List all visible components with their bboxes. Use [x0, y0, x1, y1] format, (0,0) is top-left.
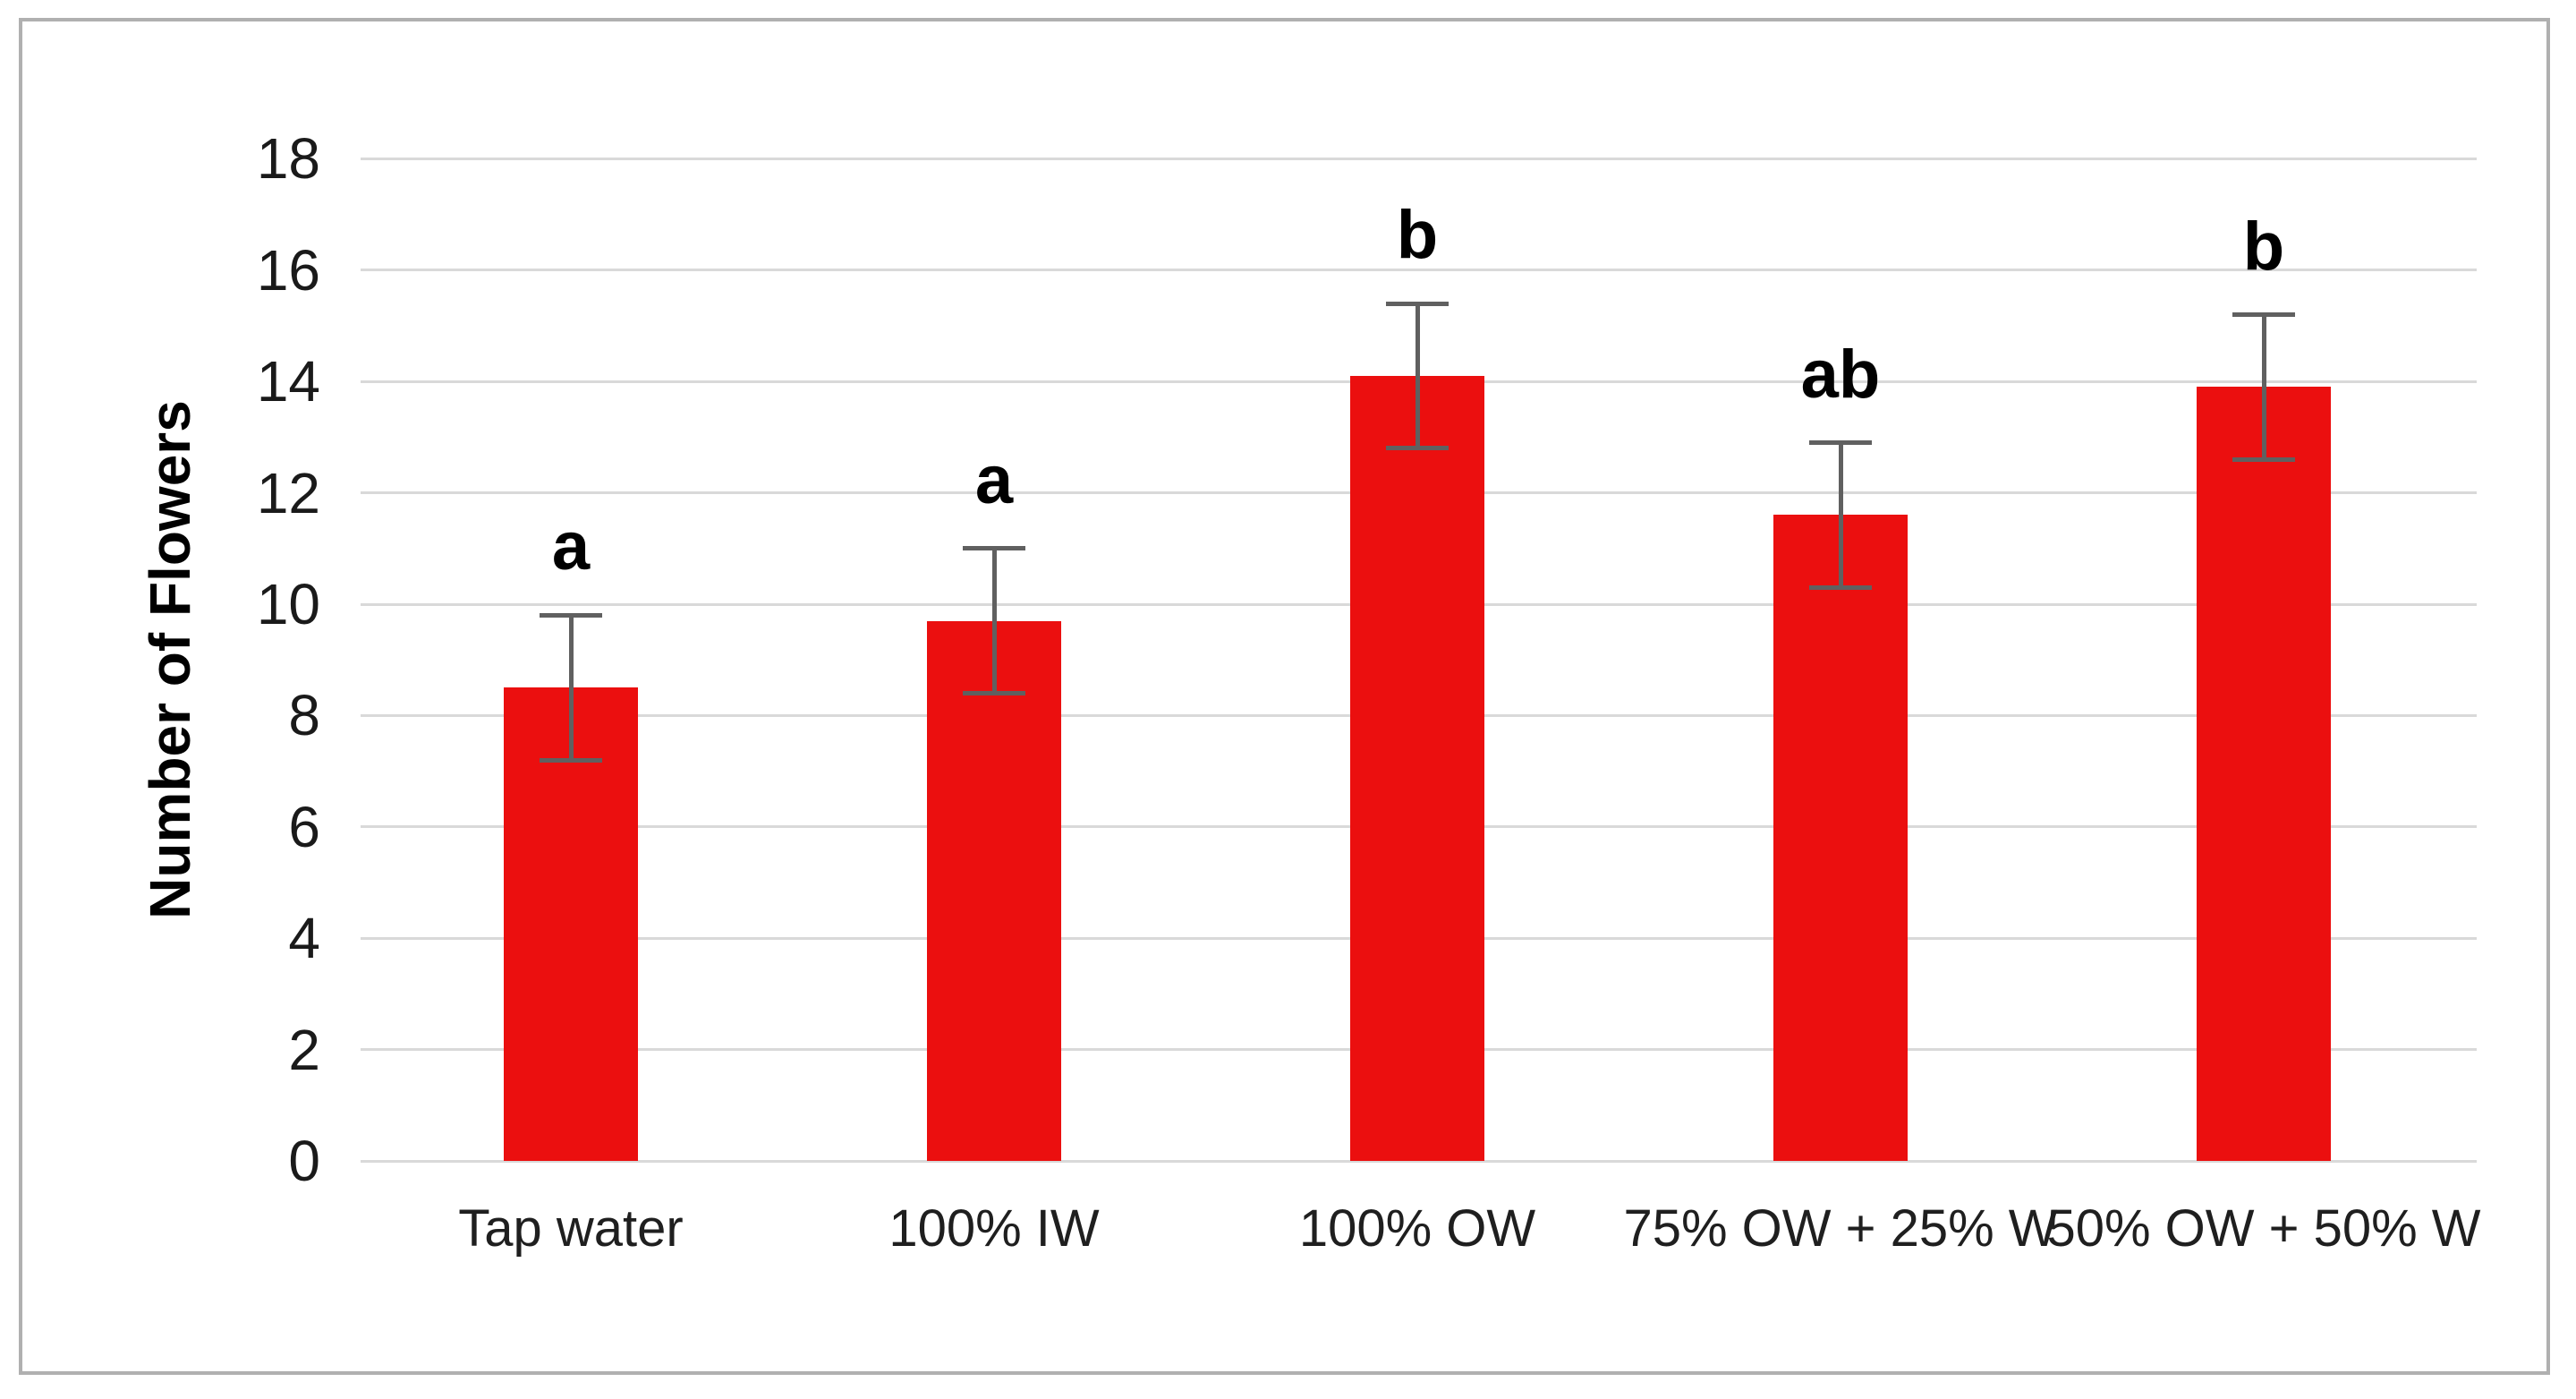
error-bar: [1838, 442, 1843, 588]
x-category-label: 75% OW + 25% W: [1623, 1199, 2058, 1258]
y-tick-label: 2: [288, 1017, 320, 1082]
bar: [1350, 375, 1484, 1161]
y-tick-label: 14: [256, 349, 320, 414]
error-bar-cap: [540, 757, 602, 763]
significance-letter: ab: [1800, 336, 1881, 413]
error-bar-cap: [2232, 312, 2295, 318]
error-bar-cap: [1809, 584, 1872, 590]
x-category-label: 50% OW + 50% W: [2046, 1199, 2481, 1258]
y-tick-label: 16: [256, 237, 320, 303]
gridline: [361, 269, 2477, 272]
error-bar-cap: [1809, 440, 1872, 446]
significance-letter: a: [551, 508, 591, 585]
bar: [504, 687, 638, 1161]
bar: [1773, 515, 1908, 1161]
y-tick-label: 0: [288, 1129, 320, 1193]
significance-letter: a: [974, 441, 1014, 518]
bar: [927, 620, 1061, 1161]
y-tick-label: 10: [256, 572, 320, 636]
y-tick-label: 6: [288, 794, 320, 859]
error-bar: [2261, 314, 2266, 460]
significance-letter: b: [2242, 208, 2285, 285]
error-bar-cap: [1386, 446, 1449, 451]
error-bar-cap: [2232, 456, 2295, 462]
y-tick-label: 18: [256, 126, 320, 192]
error-bar-cap: [1386, 301, 1449, 306]
gridline: [361, 1159, 2477, 1163]
x-category-label: Tap water: [458, 1199, 684, 1258]
error-bar: [568, 615, 574, 761]
error-bar-cap: [540, 612, 602, 618]
error-bar: [1415, 303, 1420, 448]
bar: [2197, 387, 2331, 1161]
error-bar: [991, 548, 997, 694]
error-bar-cap: [963, 691, 1025, 696]
y-tick-label: 12: [256, 460, 320, 525]
y-tick-label: 4: [288, 906, 320, 971]
significance-letter: b: [1396, 197, 1439, 274]
x-category-label: 100% OW: [1298, 1199, 1536, 1258]
gridline: [361, 157, 2477, 160]
error-bar-cap: [963, 546, 1025, 551]
x-category-label: 100% IW: [888, 1199, 1100, 1258]
y-tick-label: 8: [288, 683, 320, 748]
figure-border: [19, 18, 2550, 1375]
